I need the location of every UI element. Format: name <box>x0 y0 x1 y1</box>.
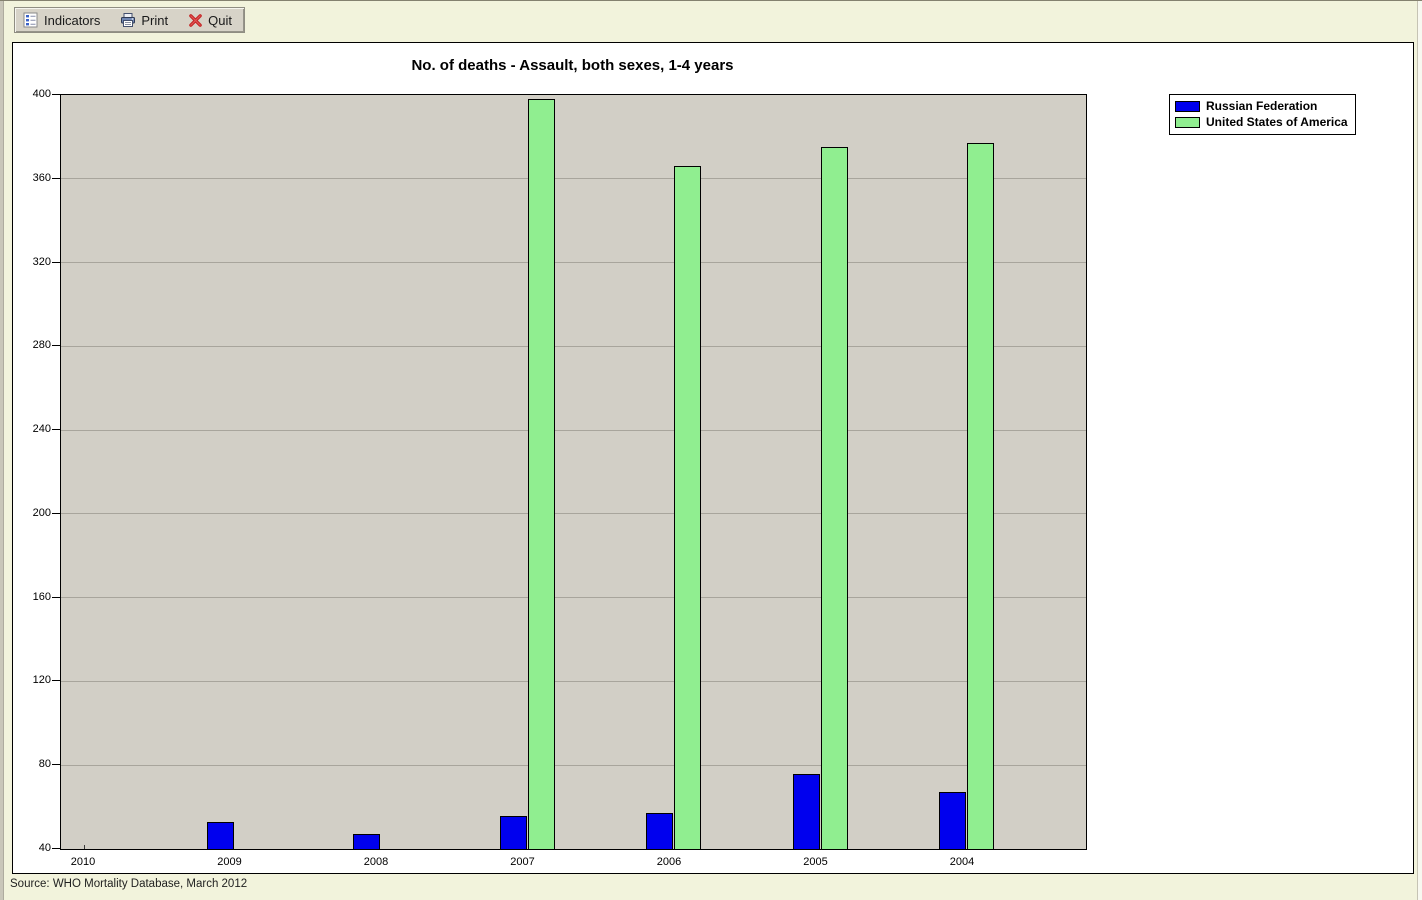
chart-title: No. of deaths - Assault, both sexes, 1-4… <box>411 57 734 74</box>
source-note: Source: WHO Mortality Database, March 20… <box>10 878 248 890</box>
y-axis-tick <box>52 345 60 347</box>
y-axis-tick <box>52 94 60 95</box>
y-axis-tick <box>52 596 60 598</box>
x-axis-label: 2008 <box>363 856 389 868</box>
legend: Russian Federation United States of Ameri… <box>1169 94 1356 135</box>
y-axis-label: 200 <box>32 506 51 519</box>
gridline <box>61 429 1086 431</box>
window-border-right <box>1417 1 1422 900</box>
quit-button[interactable]: Quit <box>186 11 234 30</box>
bar-united-states-of-america <box>527 99 555 849</box>
x-axis-tick <box>84 845 85 849</box>
indicators-button-label: Indicators <box>44 12 101 28</box>
y-axis-label: 400 <box>32 88 51 100</box>
legend-label: Russian Federation <box>1206 99 1318 113</box>
gridline <box>61 764 1086 766</box>
y-axis-tick <box>52 848 60 849</box>
legend-swatch-russian-federation <box>1175 100 1200 112</box>
x-axis-label: 2005 <box>803 856 828 868</box>
x-axis-label: 2006 <box>656 856 682 868</box>
gridline <box>61 680 1086 682</box>
toolbar: Indicators Print Quit <box>14 7 245 33</box>
bar-russian-federation <box>792 773 820 849</box>
chart-panel: No. of deaths - Assault, both sexes, 1-4… <box>12 42 1414 874</box>
print-button-label: Print <box>141 12 169 28</box>
y-axis-tick <box>52 680 60 682</box>
gridline <box>61 597 1086 599</box>
gridline <box>61 345 1086 347</box>
x-axis-label: 2009 <box>217 856 242 868</box>
window-border-top <box>0 0 1422 1</box>
bar-united-states-of-america <box>967 143 994 849</box>
bar-united-states-of-america <box>820 147 848 849</box>
indicators-icon <box>23 12 39 28</box>
gridline <box>61 513 1086 515</box>
y-axis-label: 280 <box>32 339 51 352</box>
bar-russian-federation <box>353 834 380 849</box>
y-axis-label: 160 <box>32 590 51 603</box>
legend-item: Russian Federation <box>1175 98 1348 114</box>
bar-russian-federation <box>499 815 527 849</box>
bar-united-states-of-america <box>674 166 701 849</box>
y-axis-tick <box>52 177 60 179</box>
x-axis-label: 2004 <box>949 856 975 868</box>
plot-area <box>60 94 1087 850</box>
y-axis-label: 240 <box>32 423 51 436</box>
print-icon <box>120 12 136 28</box>
x-axis-label: 2007 <box>510 856 535 868</box>
quit-button-label: Quit <box>208 12 232 28</box>
window-border-left <box>0 1 4 900</box>
gridline <box>61 262 1086 264</box>
y-axis-label: 360 <box>32 171 51 184</box>
gridline <box>61 178 1086 180</box>
quit-icon <box>188 13 203 28</box>
y-axis-label: 120 <box>32 674 51 687</box>
legend-swatch-united-states-of-america <box>1175 116 1200 128</box>
y-axis-label: 80 <box>38 758 51 771</box>
y-axis-label: 320 <box>32 255 51 268</box>
print-button[interactable]: Print <box>118 10 170 30</box>
bar-russian-federation <box>939 792 966 849</box>
legend-label: United States of America <box>1206 115 1348 129</box>
indicators-button[interactable]: Indicators <box>21 10 102 30</box>
y-axis-tick <box>52 512 60 514</box>
bar-russian-federation <box>206 821 234 849</box>
legend-item: United States of America <box>1175 114 1348 130</box>
y-axis-tick <box>52 429 60 431</box>
y-axis-label: 40 <box>38 842 51 854</box>
bar-russian-federation <box>646 813 673 849</box>
x-axis-label: 2010 <box>70 856 96 868</box>
y-axis-tick <box>52 764 60 766</box>
y-axis-tick <box>52 261 60 263</box>
